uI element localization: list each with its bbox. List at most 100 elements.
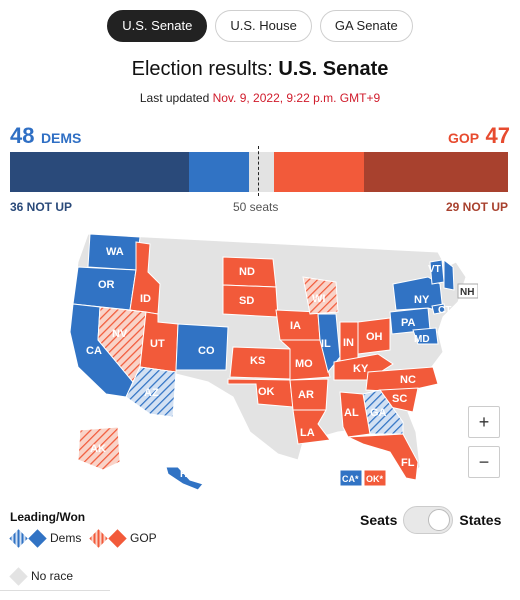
state-ks[interactable]: KS	[229, 346, 291, 380]
label-in: IN	[343, 337, 354, 349]
label-ok: OK	[258, 386, 275, 398]
gop-not-up-label: 29 NOT UP	[445, 200, 508, 214]
no-race-swatch-icon	[9, 566, 28, 586]
state-az[interactable]: AZ	[125, 366, 177, 418]
label-ia: IA	[290, 320, 301, 332]
state-wa[interactable]: WA	[87, 233, 141, 271]
tab-ga-senate[interactable]: GA Senate	[319, 10, 413, 42]
tab-us-house[interactable]: U.S. House	[215, 10, 312, 42]
tab-us-senate[interactable]: U.S. Senate	[107, 10, 208, 42]
legend-title: Leading/Won	[10, 510, 86, 524]
label-ar: AR	[298, 389, 314, 401]
label-sc: SC	[392, 393, 407, 405]
legend-no-race-label: No race	[31, 569, 74, 583]
updated-timestamp: Nov. 9, 2022, 9:22 p.m. GMT+9	[212, 91, 381, 105]
label-wa: WA	[106, 246, 124, 258]
bar-undecided	[249, 152, 274, 192]
page-title: Election results: U.S. Senate	[0, 58, 520, 81]
updated-prefix: Last updated	[139, 91, 213, 105]
dems-count: 48	[10, 123, 35, 148]
label-id: ID	[140, 293, 151, 305]
title-prefix: Election results:	[131, 58, 279, 80]
label-vt: VT	[428, 264, 441, 275]
label-md: MD	[414, 334, 430, 345]
label-ca: CA	[86, 345, 102, 357]
label-nh: NH	[460, 287, 474, 298]
state-co[interactable]: CO	[175, 323, 229, 371]
state-la[interactable]: LA	[292, 409, 331, 445]
state-md[interactable]: MD	[412, 327, 439, 345]
label-ga: GA	[370, 407, 387, 419]
state-mo[interactable]: MO	[278, 339, 331, 381]
label-nv: NV	[112, 328, 128, 340]
toggle-knob	[428, 509, 451, 531]
gop-won-swatch-icon	[108, 528, 127, 548]
gop-leading-swatch-icon	[89, 528, 108, 548]
state-nh[interactable]: NH	[443, 258, 478, 299]
legend-no-race: No race	[9, 566, 74, 586]
seats-states-toggle[interactable]: Seats States	[360, 506, 501, 534]
state-nc[interactable]: NC	[365, 366, 439, 393]
label-nd: ND	[239, 266, 255, 278]
inset-ok-special[interactable]: OK*	[363, 469, 387, 487]
state-pa[interactable]: PA	[389, 307, 431, 335]
bar-gop-won	[273, 152, 364, 192]
label-ok-special: OK*	[366, 474, 384, 484]
label-fl: FL	[401, 457, 415, 469]
dem-won-swatch-icon	[28, 528, 47, 548]
label-ak: AK	[90, 443, 106, 455]
bar-dem-not-up	[10, 152, 190, 192]
state-oh[interactable]: OH	[357, 317, 391, 355]
state-ak[interactable]: AK	[77, 426, 121, 471]
nh-callout	[457, 283, 478, 299]
label-nc: NC	[400, 374, 416, 386]
label-il: IL	[321, 338, 331, 350]
label-ks: KS	[250, 355, 265, 367]
zoom-out-button[interactable]: −	[468, 446, 500, 478]
label-pa: PA	[401, 317, 416, 329]
legend-gop-label: GOP	[130, 531, 157, 545]
label-hi: HI	[180, 469, 190, 480]
label-ca-special: CA*	[342, 474, 359, 484]
dems-not-up-label: 36 NOT UP	[10, 200, 73, 214]
seat-balance-bar	[10, 152, 508, 192]
state-nd[interactable]: ND	[222, 256, 277, 288]
label-or: OR	[98, 279, 115, 291]
state-fl[interactable]: FL	[347, 433, 419, 481]
toggle-seats-label: Seats	[360, 512, 398, 528]
state-id[interactable]: ID	[129, 241, 161, 315]
majority-label: 50 seats	[233, 200, 279, 214]
dems-label: DEMS	[40, 130, 82, 146]
state-ct[interactable]: CT	[431, 303, 451, 316]
toggle-states-label: States	[459, 512, 502, 528]
state-sd[interactable]: SD	[222, 284, 279, 318]
us-senate-map[interactable]: WA OR CA ID NV UT AZ CO ND SD KS OK IA M…	[18, 222, 478, 502]
bar-gop-not-up	[363, 152, 508, 192]
inset-ca-special[interactable]: CA*	[339, 469, 363, 487]
state-al[interactable]: AL	[339, 391, 371, 438]
state-or[interactable]: OR	[72, 266, 137, 311]
label-ct: CT	[438, 305, 451, 316]
legend-dems: Dems	[9, 528, 81, 548]
state-ar[interactable]: AR	[289, 378, 329, 411]
dems-seat-count: 48 DEMS	[10, 123, 81, 149]
label-ny: NY	[414, 294, 430, 306]
state-ia[interactable]: IA	[275, 309, 321, 341]
label-az: AZ	[144, 387, 159, 399]
state-nv[interactable]: NV	[97, 306, 147, 383]
state-ga[interactable]: GA	[362, 389, 404, 435]
state-wi[interactable]: WI	[302, 276, 339, 315]
toggle-switch[interactable]	[403, 506, 454, 534]
legend-divider	[0, 590, 110, 591]
label-mo: MO	[295, 358, 313, 370]
gop-count: 47	[485, 123, 510, 148]
legend-gop: GOP	[89, 528, 157, 548]
gop-seat-count: GOP 47	[448, 123, 510, 149]
last-updated: Last updated Nov. 9, 2022, 9:22 p.m. GMT…	[0, 91, 520, 105]
label-ky: KY	[353, 363, 369, 375]
label-al: AL	[344, 407, 359, 419]
state-hi[interactable]: HI	[165, 466, 204, 491]
zoom-in-button[interactable]: +	[468, 406, 500, 438]
bar-dem-won	[189, 152, 250, 192]
title-race: U.S. Senate	[278, 58, 389, 80]
